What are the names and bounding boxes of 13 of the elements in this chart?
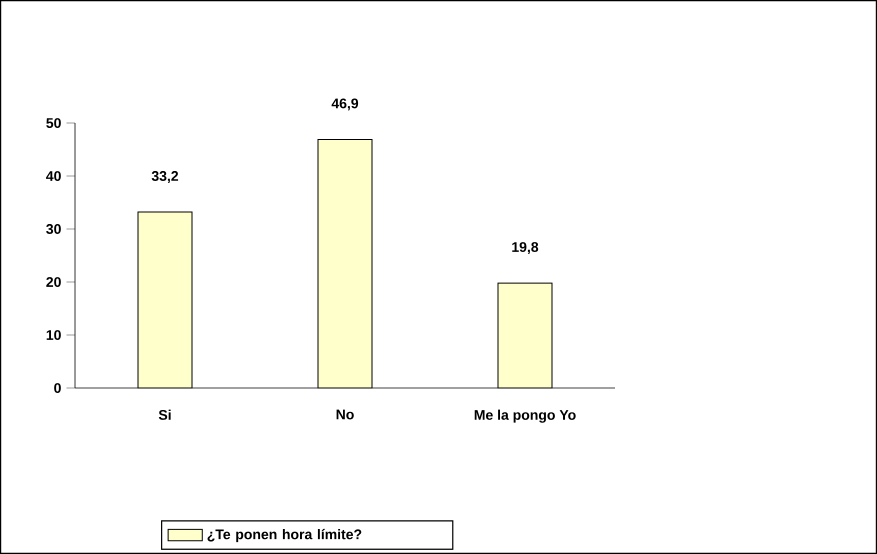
y-tick-label: 50 xyxy=(46,118,61,128)
y-tick-label: 0 xyxy=(54,383,61,393)
data-label: 19,8 xyxy=(512,242,538,254)
y-tick-label: 10 xyxy=(46,330,61,340)
legend-label: ¿Te ponen hora límite? xyxy=(208,528,362,542)
y-tick-label: 20 xyxy=(46,277,61,287)
x-tick-label: Me la pongo Yo xyxy=(474,410,576,423)
x-tick-label: Si xyxy=(158,410,171,420)
y-tick-label: 40 xyxy=(46,171,61,181)
x-tick-label: No xyxy=(336,410,354,420)
data-label: 46,9 xyxy=(332,98,358,110)
data-label: 33,2 xyxy=(152,171,178,183)
y-tick-label: 30 xyxy=(46,224,61,234)
